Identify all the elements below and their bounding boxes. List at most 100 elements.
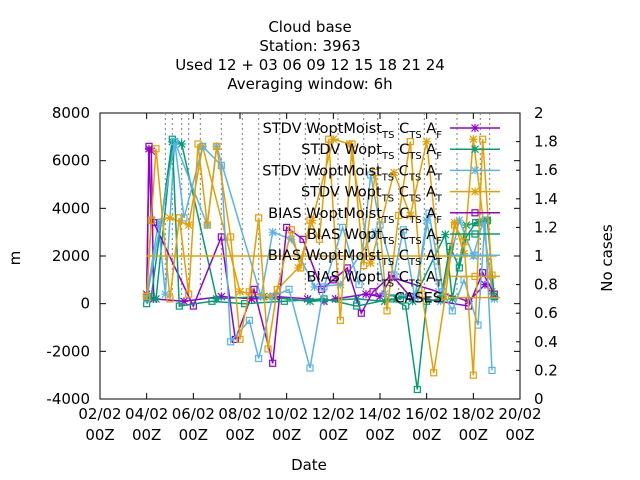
data-point	[320, 283, 328, 291]
legend-label: STDV WoptMoistTS CTS AT	[262, 163, 443, 183]
data-point	[143, 292, 151, 301]
data-point	[285, 285, 293, 293]
y2-axis-label: No cases	[598, 224, 616, 292]
data-point	[418, 290, 426, 298]
data-point	[250, 285, 258, 293]
data-point	[490, 292, 498, 301]
data-point	[157, 219, 165, 227]
data-point	[180, 297, 188, 306]
data-point	[227, 338, 235, 346]
data-point	[310, 282, 319, 291]
data-point	[217, 161, 225, 170]
legend-marker	[471, 187, 479, 196]
data-point	[306, 364, 314, 372]
data-point	[269, 359, 277, 367]
legend-subscript: T	[435, 257, 443, 268]
data-point	[455, 216, 464, 225]
legend-subscript: TS	[408, 172, 421, 183]
data-point	[264, 345, 272, 353]
series-line	[145, 141, 493, 371]
data-point	[245, 288, 253, 296]
data-point	[399, 292, 408, 301]
y2-tick-label: 1.4	[534, 190, 558, 208]
y2-tick-label: 2	[534, 104, 544, 122]
legend-text: C	[395, 142, 410, 158]
series-line	[146, 139, 496, 390]
legend-subscript: F	[436, 130, 442, 141]
legend-subscript: TS	[381, 130, 394, 141]
legend-text: A	[422, 142, 437, 158]
legend-text: STDV WoptMoist	[262, 163, 382, 179]
legend-marker	[471, 124, 479, 132]
data-point	[399, 226, 407, 234]
data-point	[430, 369, 438, 377]
data-point	[479, 135, 487, 143]
plot-axes: -4000 -2000 0 2000 4000 6000 8000 0 0.2 0.4 0.6 0.8…	[46, 104, 557, 444]
data-point	[166, 295, 174, 303]
data-point	[255, 354, 263, 363]
x-tick-label: 16/02	[405, 405, 448, 423]
series-6	[143, 138, 496, 374]
legend-label: STDV WoptTS CTS AT	[301, 185, 443, 205]
data-point	[369, 288, 377, 296]
legend-marker	[471, 272, 479, 280]
data-point	[383, 307, 391, 315]
legend-subscript: TS	[408, 151, 421, 162]
data-point	[469, 371, 477, 379]
legend-text: BIAS Wopt	[307, 227, 383, 243]
data-point	[177, 139, 186, 148]
legend-subscript: T	[435, 278, 443, 289]
data-point	[469, 135, 478, 144]
legend-subscript: TS	[381, 151, 394, 162]
data-point	[166, 213, 174, 222]
data-point	[357, 309, 365, 317]
data-point	[390, 168, 398, 177]
x-tick-label: 06/02	[172, 405, 215, 423]
data-point	[161, 290, 170, 299]
data-point	[451, 221, 459, 229]
data-point	[336, 280, 345, 289]
y-tick-label: 4000	[52, 199, 90, 217]
data-point	[306, 297, 314, 306]
data-point	[227, 233, 235, 241]
x-tick-label: 12/02	[312, 405, 355, 423]
data-point	[217, 233, 225, 241]
data-point	[147, 216, 155, 224]
legend-text: A	[422, 206, 437, 222]
data-point	[208, 297, 216, 305]
data-point	[329, 276, 337, 284]
y-tick-label: -2000	[46, 342, 90, 360]
legend-subscript: T	[435, 194, 443, 205]
title-line-4: Averaging window: 6h	[227, 75, 392, 93]
legend-subscript: TS	[408, 236, 421, 247]
data-point	[367, 171, 375, 179]
data-point	[406, 292, 414, 301]
legend-text: BIAS WoptMoist	[268, 206, 382, 222]
legend-text: STDV WoptMoist	[263, 121, 383, 137]
x-tick-label: 18/02	[452, 405, 495, 423]
legend-subscript: TS	[381, 236, 394, 247]
x-tick-label: 20/02	[498, 405, 541, 423]
y-tick-label: 0	[80, 295, 90, 313]
data-point	[194, 140, 202, 148]
data-point	[448, 294, 457, 303]
x-tick-label-hour: 00Z	[225, 426, 254, 444]
x-tick-label-hour: 00Z	[505, 426, 534, 444]
data-point	[488, 366, 496, 374]
legend-text: A	[421, 269, 436, 285]
data-point	[199, 142, 207, 150]
data-point	[450, 218, 459, 227]
legend-text: A	[421, 163, 436, 179]
data-point	[331, 294, 340, 303]
data-point	[488, 271, 496, 279]
legend-text: CASES	[394, 291, 442, 307]
legend-subscript: TS	[381, 257, 394, 268]
legend-text: A	[422, 121, 437, 137]
data-point	[411, 295, 419, 303]
y2-tick-label: 0.2	[534, 361, 558, 379]
data-point	[257, 292, 265, 301]
data-point	[185, 290, 193, 298]
y-tick-label: 8000	[52, 104, 90, 122]
data-point	[441, 230, 450, 239]
data-point	[147, 292, 155, 301]
